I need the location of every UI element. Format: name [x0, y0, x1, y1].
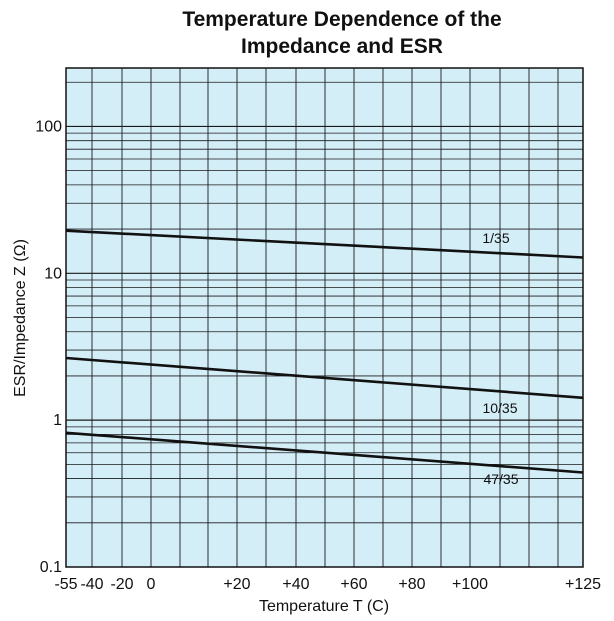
series-label-1: 1/35	[482, 230, 509, 246]
y-tick-label: 10	[44, 265, 62, 282]
x-tick-label: +125	[565, 576, 601, 593]
y-tick-label: 100	[35, 118, 62, 135]
series-line-3	[65, 431, 584, 474]
y-tick-label: 1	[53, 412, 62, 429]
x-axis-label: Temperature T (C)	[259, 598, 389, 615]
series-label-2: 10/35	[482, 400, 517, 416]
x-tick-labels: -55 -40 -20 0 +20 +40 +60 +80 +100 +125	[54, 576, 601, 593]
plot-frame	[65, 67, 584, 568]
chart-title-line-1: Temperature Dependence of the	[182, 8, 501, 31]
y-axis-label: ESR/Impedance Z (Ω)	[12, 239, 29, 397]
chart-title-line-2: Impedance and ESR	[241, 35, 443, 58]
x-tick-label: +20	[223, 576, 250, 593]
series-layer: 1/35 10/35 47/35	[65, 229, 584, 487]
x-tick-label: +40	[282, 576, 309, 593]
x-tick-label: -40	[80, 576, 103, 593]
series-label-3: 47/35	[483, 471, 518, 487]
series-line-1	[65, 229, 584, 259]
series-line-2	[65, 356, 584, 400]
x-tick-label: +100	[452, 576, 488, 593]
x-tick-label: +80	[398, 576, 425, 593]
x-tick-label: -20	[110, 576, 133, 593]
y-tick-labels: 0.1 1 10 100	[35, 118, 62, 576]
x-tick-label: -55	[54, 576, 77, 593]
y-tick-label: 0.1	[40, 559, 62, 576]
x-tick-label: +60	[340, 576, 367, 593]
x-tick-label: 0	[147, 576, 156, 593]
